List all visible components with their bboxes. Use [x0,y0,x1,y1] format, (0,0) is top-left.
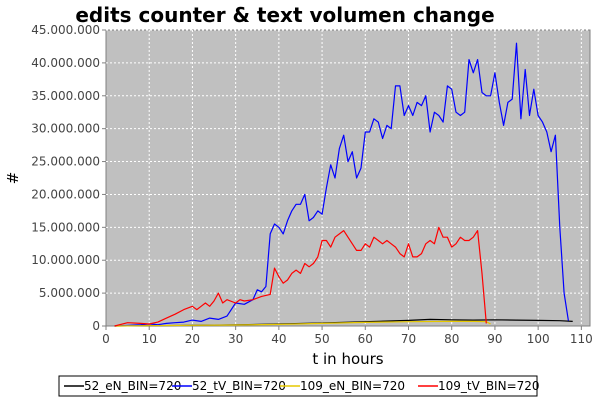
x-axis-label: t in hours [312,350,383,368]
x-axis-ticks: 0 10 20 30 40 50 60 70 80 90 100 110 [102,326,593,346]
legend-item: 52_eN_BIN=720 [84,379,181,393]
legend-item: 52_tV_BIN=720 [192,379,286,393]
x-tick-label: 20 [185,332,200,346]
legend: 52_eN_BIN=720 52_tV_BIN=720 109_eN_BIN=720… [58,375,540,397]
legend-item: 109_tV_BIN=720 [438,379,540,393]
x-tick-label: 30 [228,332,243,346]
y-tick-label: 40.000.000 [31,56,100,70]
legend-item: 109_eN_BIN=720 [300,379,405,393]
y-tick-label: 0 [92,319,100,333]
y-tick-label: 25.000.000 [31,155,100,169]
y-tick-label: 45.000.000 [31,23,100,37]
y-tick-label: 35.000.000 [31,89,100,103]
x-tick-label: 40 [271,332,286,346]
x-tick-label: 60 [358,332,373,346]
x-tick-label: 80 [444,332,459,346]
chart-title: edits counter & text volumen change [75,3,494,27]
series-line-109_tV_BIN=720 [114,226,487,327]
series-line-52_tV_BIN=720 [114,42,569,327]
x-tick-label: 70 [401,332,416,346]
y-tick-label: 10.000.000 [31,253,100,267]
y-tick-label: 20.000.000 [31,187,100,201]
series-line-109_eN_BIN=720 [114,320,491,327]
plot-background [105,29,591,327]
x-tick-label: 110 [570,332,593,346]
x-tick-label: 100 [527,332,550,346]
y-tick-label: 5.000.000 [39,286,100,300]
y-tick-label: 30.000.000 [31,122,100,136]
x-tick-label: 10 [142,332,157,346]
grid [106,29,590,326]
y-axis-ticks: 0 5.000.000 10.000.000 15.000.000 20.000.000… [31,23,106,333]
y-tick-label: 15.000.000 [31,220,100,234]
x-tick-label: 0 [102,332,110,346]
x-tick-label: 90 [487,332,502,346]
y-axis-label: # [4,172,22,185]
series-lines [114,42,573,327]
x-tick-label: 50 [314,332,329,346]
